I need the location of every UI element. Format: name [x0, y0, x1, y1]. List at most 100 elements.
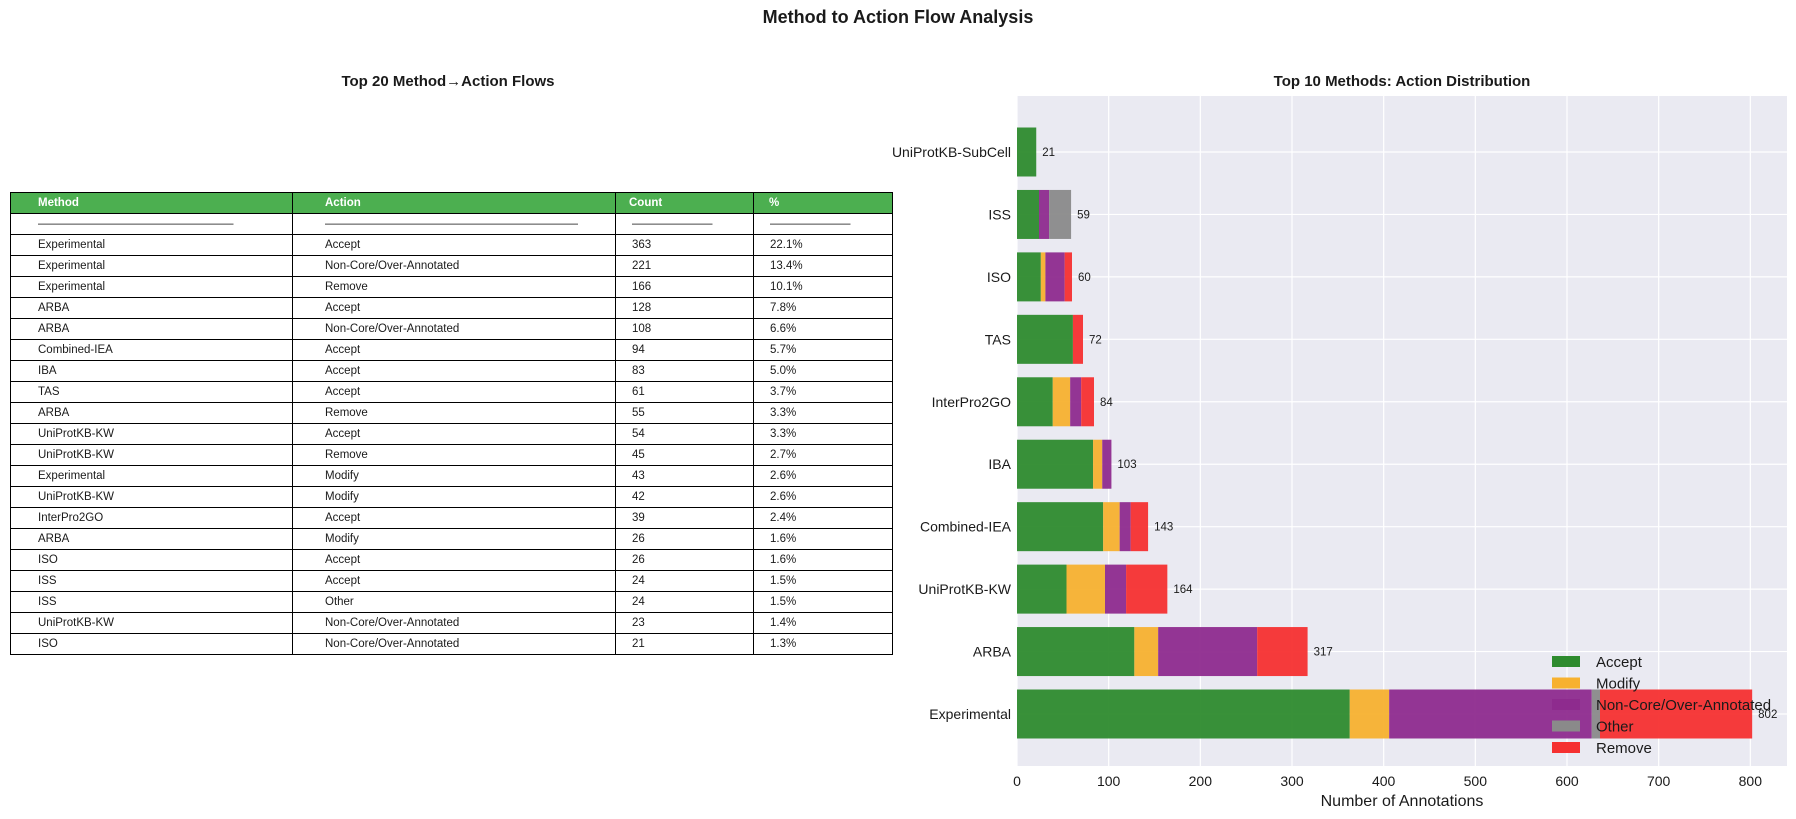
bar-total-label: 317: [1314, 647, 1333, 659]
figure-title: Method to Action Flow Analysis: [762, 7, 1034, 27]
legend-swatch: [1552, 677, 1580, 689]
legend-label: Non-Core/Over-Annotated: [1596, 697, 1771, 714]
bar-total-label: 72: [1089, 334, 1102, 346]
cell-percent: 2.4%: [753, 507, 893, 529]
table-row: InterPro2GO Accept 39 2.4%: [10, 507, 893, 529]
x-tick-label: 200: [1189, 773, 1213, 789]
chart-title: Top 10 Methods: Action Distribution: [1273, 73, 1531, 90]
bar-segment-modify: [1103, 502, 1120, 552]
x-tick-label: 500: [1464, 773, 1488, 789]
y-tick-label: ARBA: [973, 644, 1012, 660]
x-tick-label: 100: [1097, 773, 1121, 789]
cell-percent: 5.0%: [753, 360, 893, 382]
bar-segment-non-core-over-annotated: [1039, 189, 1050, 239]
y-tick-label: InterPro2GO: [932, 394, 1011, 410]
cell-action: Remove: [292, 444, 616, 466]
legend-swatch: [1552, 699, 1580, 710]
table-row: IBA Accept 83 5.0%: [10, 360, 893, 382]
x-tick-label: 600: [1555, 773, 1579, 789]
separator-cell: ———————: [753, 213, 893, 235]
flows-table: Method Action Count % ————————————————— …: [10, 192, 893, 655]
bar-segment-modify: [1052, 377, 1071, 427]
table-row: ISO Non-Core/Over-Annotated 21 1.3%: [10, 633, 893, 655]
bar-segment-non-core-over-annotated: [1158, 627, 1258, 677]
bar-segment-modify: [1134, 627, 1159, 677]
table-row: Experimental Accept 363 22.1%: [10, 234, 893, 256]
bar-segment-non-core-over-annotated: [1105, 564, 1127, 614]
bar-total-label: 84: [1100, 397, 1113, 409]
bar-segment-accept: [1017, 127, 1037, 177]
x-tick-label: 800: [1739, 773, 1763, 789]
cell-method: UniProtKB-KW: [10, 423, 293, 445]
table-row: TAS Accept 61 3.7%: [10, 381, 893, 403]
bar-total-label: 60: [1078, 272, 1091, 284]
legend-label: Accept: [1596, 654, 1643, 671]
bar-segment-non-core-over-annotated: [1070, 377, 1082, 427]
bar-segment-accept: [1017, 627, 1135, 677]
table-row: ISO Accept 26 1.6%: [10, 549, 893, 571]
bar-segment-remove: [1130, 502, 1149, 552]
table-title: Top 20 Method→Action Flows: [341, 73, 555, 90]
table-row: ARBA Modify 26 1.6%: [10, 528, 893, 550]
cell-method: UniProtKB-KW: [10, 612, 293, 634]
cell-count: 363: [615, 234, 754, 256]
bar-segment-modify: [1093, 439, 1103, 489]
cell-count: 43: [615, 465, 754, 487]
cell-percent: 3.7%: [753, 381, 893, 403]
bar-total-label: 164: [1173, 584, 1193, 596]
cell-percent: 1.5%: [753, 591, 893, 613]
y-tick-label: IBA: [988, 456, 1011, 472]
cell-percent: 22.1%: [753, 234, 893, 256]
header-percent: %: [753, 192, 893, 214]
table-row: Experimental Remove 166 10.1%: [10, 276, 893, 298]
legend-label: Modify: [1596, 676, 1641, 693]
cell-action: Accept: [292, 570, 616, 592]
legend-swatch: [1552, 720, 1580, 732]
cell-action: Non-Core/Over-Annotated: [292, 633, 616, 655]
x-tick-label: 300: [1280, 773, 1304, 789]
bar-segment-modify: [1040, 252, 1046, 302]
table-row: UniProtKB-KW Accept 54 3.3%: [10, 423, 893, 445]
cell-percent: 1.6%: [753, 528, 893, 550]
separator-row: ————————————————— ——————————————————————…: [10, 213, 893, 235]
header-method: Method: [10, 192, 293, 214]
y-tick-label: ISO: [987, 269, 1011, 285]
y-tick-label: TAS: [985, 331, 1011, 347]
bar-segment-remove: [1081, 377, 1094, 427]
cell-method: Experimental: [10, 255, 293, 277]
y-tick-label: Combined-IEA: [920, 519, 1012, 535]
bar-segment-accept: [1017, 689, 1350, 739]
bar-segment-accept: [1017, 564, 1067, 614]
separator-cell: ——————————————————————: [292, 213, 616, 235]
bar-segment-other: [1591, 689, 1600, 739]
cell-action: Non-Core/Over-Annotated: [292, 318, 616, 340]
x-tick-label: 400: [1372, 773, 1396, 789]
bar-segment-remove: [1126, 564, 1168, 614]
bar-total-label: 103: [1117, 459, 1136, 471]
table-row: Experimental Non-Core/Over-Annotated 221 13…: [10, 255, 893, 277]
bar-segment-accept: [1017, 502, 1104, 552]
cell-count: 39: [615, 507, 754, 529]
legend-label: Other: [1596, 719, 1634, 736]
x-tick-label: 0: [1013, 773, 1021, 789]
cell-percent: 3.3%: [753, 402, 893, 424]
x-axis-label: Number of Annotations: [1321, 793, 1484, 810]
table-row: UniProtKB-KW Non-Core/Over-Annotated 23 1.4…: [10, 612, 893, 634]
y-tick-label: ISS: [988, 206, 1011, 222]
table-row: ARBA Remove 55 3.3%: [10, 402, 893, 424]
y-tick-label: Experimental: [929, 706, 1011, 722]
cell-percent: 10.1%: [753, 276, 893, 298]
bar-segment-remove: [1600, 689, 1753, 739]
bar-segment-accept: [1017, 252, 1041, 302]
y-tick-label: UniProtKB-KW: [918, 581, 1011, 597]
bar-segment-remove: [1064, 252, 1072, 302]
legend-swatch: [1552, 656, 1580, 667]
bar-segment-remove: [1072, 314, 1083, 364]
x-tick-label: 700: [1647, 773, 1671, 789]
bar-segment-non-core-over-annotated: [1102, 439, 1112, 489]
y-tick-label: UniProtKB-SubCell: [892, 144, 1011, 160]
bar-segment-accept: [1017, 314, 1073, 364]
bar-segment-remove: [1257, 627, 1308, 677]
cell-percent: 1.3%: [753, 633, 893, 655]
